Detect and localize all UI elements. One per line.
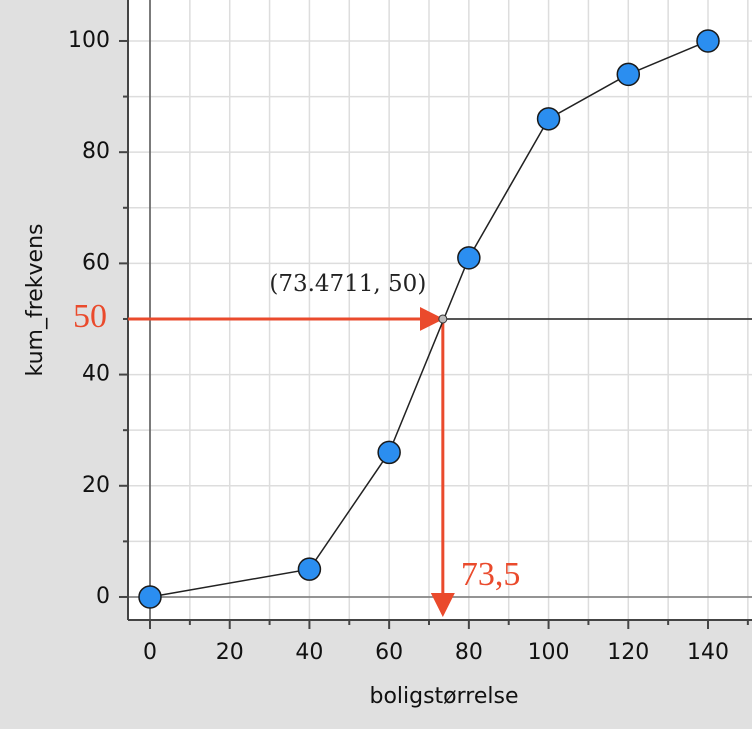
x-tick-label: 80 [455, 640, 483, 665]
y-tick-label: 80 [82, 139, 110, 164]
x-tick-label: 20 [216, 640, 244, 665]
marker-point [438, 314, 448, 324]
x-marker-label: 73,5 [461, 556, 521, 593]
y-tick-label: 100 [68, 28, 110, 53]
y-tick-label: 0 [96, 584, 110, 609]
x-tick-label: 100 [528, 640, 570, 665]
x-tick-label: 60 [375, 640, 403, 665]
data-point [377, 440, 401, 465]
x-tick-label: 40 [295, 640, 323, 665]
data-point [457, 246, 481, 270]
data-point [297, 557, 322, 581]
y-tick-label: 60 [82, 250, 110, 275]
x-tick-label: 140 [687, 640, 729, 665]
y-marker-label: 50 [73, 298, 107, 335]
y-tick-label: 40 [82, 362, 110, 387]
data-point [696, 29, 720, 53]
x-tick-label: 0 [143, 640, 157, 665]
plot-area [128, 0, 752, 620]
data-point [138, 585, 162, 609]
y-tick-label: 20 [82, 473, 110, 498]
data-point [616, 62, 641, 87]
x-tick-label: 120 [607, 640, 649, 665]
x-axis-title: boligstørrelse [369, 684, 518, 709]
data-point [536, 107, 561, 131]
marker-label: (73.4711, 50) [269, 271, 426, 297]
y-axis-title: kum_frekvens [23, 224, 48, 377]
